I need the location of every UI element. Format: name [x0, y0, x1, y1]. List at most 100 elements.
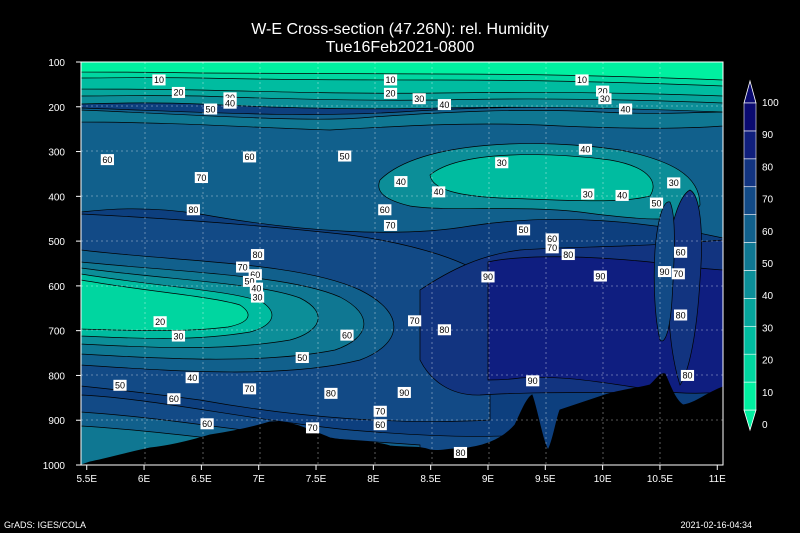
- contour-label: 60: [169, 394, 179, 404]
- contour-label-bg: [194, 172, 208, 184]
- contour-label: 50: [245, 277, 255, 287]
- contour-label-bg: [596, 85, 610, 97]
- plot-area: [81, 62, 723, 465]
- contour-label-bg: [598, 93, 612, 105]
- contour-label-bg: [615, 189, 629, 201]
- contour-label: 30: [583, 189, 593, 199]
- contour-label: 90: [528, 376, 538, 386]
- top-dry-band-0: [81, 62, 723, 81]
- chart-subtitle: Tue16Feb2021-0800: [326, 39, 475, 56]
- contour-label: 10: [154, 75, 164, 85]
- contour-label-bg: [545, 233, 559, 245]
- colorbar-segment: [743, 298, 757, 327]
- colorbar-segment: [743, 270, 757, 299]
- contour-label: 20: [598, 86, 608, 96]
- contour-label: 80: [563, 250, 573, 260]
- contour-label-bg: [516, 224, 531, 236]
- contour-label: 60: [375, 420, 385, 430]
- contour-label-bg: [383, 74, 398, 86]
- x-axis: 5.5E 6E 6.5E 7E 7.5E 8E 8.5E 9E 9.5E 10E 10.5E 11E: [76, 465, 726, 485]
- contour-label-bg: [340, 329, 354, 341]
- y-tick-label: 300: [48, 148, 65, 159]
- contour-label: 60: [250, 270, 260, 280]
- x-tick-label: 10E: [594, 474, 612, 485]
- colorbar-segment: [743, 242, 757, 271]
- x-tick-label: 8E: [367, 474, 380, 485]
- contour-label: 40: [225, 98, 235, 108]
- contour-label-bg: [250, 291, 265, 303]
- colorbar-segment: [743, 381, 757, 411]
- y-tick-label: 1000: [43, 461, 66, 472]
- y-tick-label: 100: [48, 58, 65, 69]
- x-tick-label: 6E: [138, 474, 151, 485]
- contour-label-bg: [671, 268, 685, 280]
- contour-label: 30: [253, 292, 263, 302]
- colorbar-label: 70: [762, 195, 774, 206]
- mid-dry-tongue-20: [81, 279, 249, 331]
- contour-label-bg: [673, 309, 688, 321]
- contour-label: 40: [434, 187, 444, 197]
- x-tick-label: 6.5E: [191, 474, 212, 485]
- colorbar-label: 10: [762, 388, 774, 399]
- contour-label-bg: [578, 143, 593, 155]
- x-tick-label: 11E: [709, 474, 726, 485]
- contour-label-bg: [581, 188, 595, 200]
- contour-label: 30: [173, 331, 183, 341]
- colorbar-segment: [743, 214, 757, 243]
- colorbar-label: 60: [762, 227, 774, 238]
- contour-label: 60: [202, 419, 212, 429]
- contour-label-bg: [667, 177, 681, 189]
- x-tick-label: 7.5E: [306, 474, 327, 485]
- contour-label-bg: [495, 157, 509, 169]
- contour-label: 30: [669, 178, 679, 188]
- terrain: [81, 373, 723, 465]
- contour-label-bg: [186, 204, 200, 216]
- colorbar-segment: [743, 353, 757, 383]
- y-tick-label: 600: [48, 282, 65, 293]
- y-tick-label: 500: [48, 237, 65, 248]
- contour-label-bg: [152, 74, 166, 86]
- contour-label-bg: [171, 86, 186, 98]
- contour-label-bg: [649, 197, 664, 209]
- contour-label: 60: [102, 155, 112, 165]
- contour-label: 40: [617, 191, 627, 201]
- contour-label: 20: [386, 89, 396, 99]
- east-moist-column: [667, 189, 702, 386]
- contour-label-bg: [373, 419, 387, 431]
- contour-label: 40: [396, 177, 406, 187]
- contour-label: 60: [380, 205, 390, 215]
- contour-label: 80: [188, 205, 198, 215]
- colorbar-label: 50: [762, 259, 774, 270]
- contour-label-bg: [481, 271, 495, 283]
- contour-label: 30: [414, 94, 424, 104]
- contour-label-bg: [200, 418, 214, 430]
- colorbar-label: 40: [762, 291, 774, 302]
- colorbar-label: 90: [762, 130, 774, 141]
- contour-label-bg: [673, 246, 688, 258]
- contour-label: 40: [251, 283, 261, 293]
- y-tick-label: 700: [48, 327, 65, 338]
- footer-right: 2021-02-16-04:34: [680, 520, 752, 530]
- contour-label: 40: [580, 145, 590, 155]
- contour-label: 70: [196, 173, 206, 183]
- upper-dry-ellipse-30: [429, 154, 654, 202]
- y-tick-label: 400: [48, 192, 65, 203]
- contour-label-bg: [394, 176, 408, 188]
- chart-title: W-E Cross-section (47.26N): rel. Humidit…: [251, 21, 549, 38]
- contour-label-bg: [397, 386, 411, 398]
- colorbar-label: 80: [762, 162, 774, 173]
- humidity-band-50-60: [81, 109, 723, 131]
- contour-label: 90: [660, 267, 670, 277]
- contour-label-bg: [248, 269, 262, 281]
- contour-label: 90: [595, 271, 605, 281]
- contour-label: 80: [682, 371, 692, 381]
- contour-label: 20: [155, 317, 165, 327]
- contour-label-bg: [545, 242, 559, 254]
- contour-label-bg: [657, 266, 672, 278]
- contour-label-bg: [185, 372, 199, 384]
- contour-label: 40: [621, 104, 631, 114]
- contour-label: 90: [483, 272, 493, 282]
- contour-label: 70: [238, 262, 248, 272]
- contour-label: 50: [206, 104, 216, 114]
